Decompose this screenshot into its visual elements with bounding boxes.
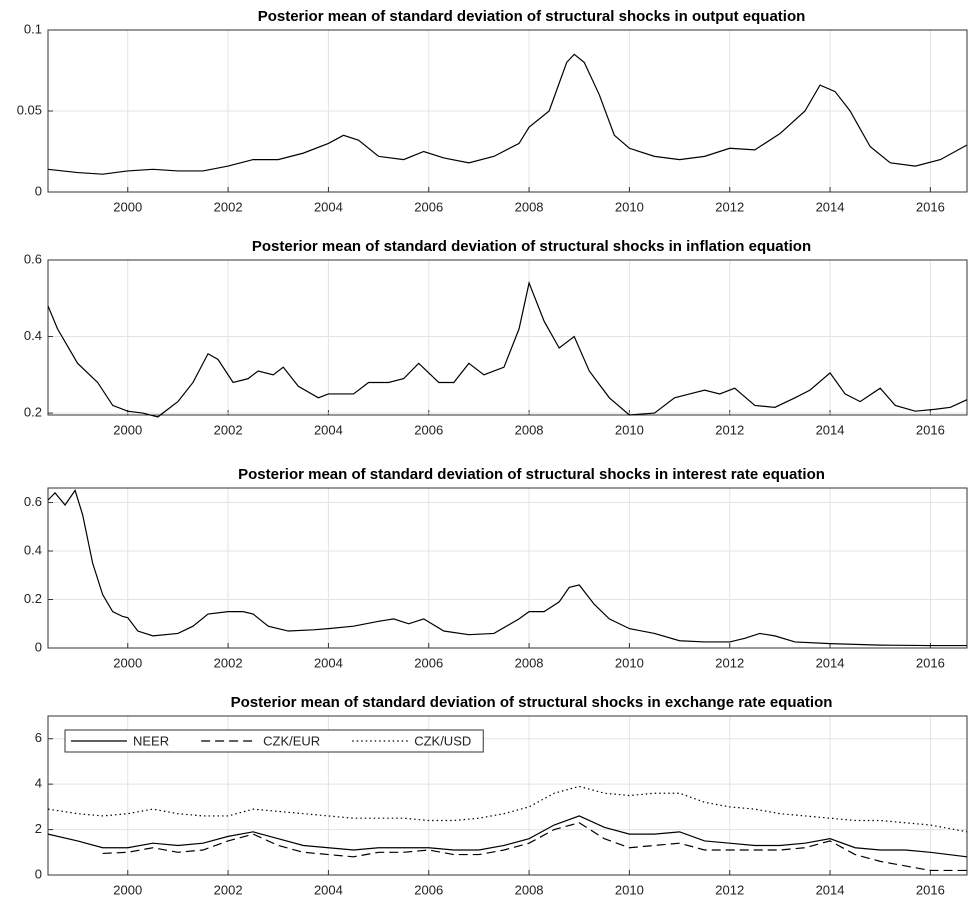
data-line — [47, 280, 968, 418]
legend-label: CZK/EUR — [263, 733, 320, 748]
x-tick-label: 2008 — [515, 882, 544, 897]
x-tick-label: 2012 — [715, 199, 744, 214]
chart-title: Posterior mean of standard deviation of … — [231, 694, 833, 711]
x-tick-label: 2004 — [314, 882, 343, 897]
y-tick-label: 0.6 — [24, 494, 42, 509]
data-line — [47, 489, 967, 647]
y-tick-label: 0.1 — [24, 21, 42, 36]
panel: Posterior mean of standard deviation of … — [24, 466, 968, 670]
x-tick-label: 2010 — [615, 882, 644, 897]
x-tick-label: 2006 — [414, 199, 443, 214]
legend-label: CZK/USD — [414, 733, 471, 748]
panel: Posterior mean of standard deviation of … — [35, 694, 968, 897]
chart-title: Posterior mean of standard deviation of … — [252, 238, 811, 255]
x-tick-label: 2008 — [515, 199, 544, 214]
data-line — [47, 53, 968, 175]
y-tick-label: 0.2 — [24, 405, 42, 420]
x-tick-label: 2016 — [916, 882, 945, 897]
x-tick-label: 2002 — [214, 655, 243, 670]
x-tick-label: 2004 — [314, 655, 343, 670]
x-tick-label: 2012 — [715, 655, 744, 670]
x-tick-label: 2002 — [214, 422, 243, 437]
x-tick-label: 2010 — [615, 422, 644, 437]
x-tick-label: 2000 — [113, 422, 142, 437]
y-tick-label: 0.4 — [24, 328, 42, 343]
plot-frame — [47, 715, 968, 876]
y-tick-label: 0 — [35, 639, 42, 654]
x-tick-label: 2016 — [916, 422, 945, 437]
x-tick-label: 2010 — [615, 655, 644, 670]
x-tick-label: 2000 — [113, 655, 142, 670]
x-tick-label: 2014 — [816, 422, 845, 437]
x-tick-label: 2012 — [715, 882, 744, 897]
legend: NEER CZK/EUR CZK/USD — [64, 729, 484, 753]
x-tick-label: 2010 — [615, 199, 644, 214]
x-tick-label: 2008 — [515, 422, 544, 437]
plot-frame — [47, 259, 968, 416]
x-tick-label: 2006 — [414, 882, 443, 897]
x-tick-label: 2008 — [515, 655, 544, 670]
y-tick-label: 0 — [35, 183, 42, 198]
legend-label: NEER — [133, 733, 169, 748]
x-tick-label: 2002 — [214, 199, 243, 214]
y-tick-label: 0.6 — [24, 251, 42, 266]
x-tick-label: 2006 — [414, 655, 443, 670]
legend-frame — [64, 729, 484, 753]
data-line — [47, 785, 968, 833]
y-tick-label: 4 — [35, 776, 42, 791]
x-tick-label: 2016 — [916, 655, 945, 670]
y-tick-label: 0.2 — [24, 591, 42, 606]
plot-frame — [47, 29, 968, 193]
x-tick-label: 2000 — [113, 882, 142, 897]
plot-frame — [47, 487, 968, 649]
data-line — [47, 815, 968, 858]
chart-title: Posterior mean of standard deviation of … — [258, 8, 806, 25]
x-tick-label: 2004 — [314, 422, 343, 437]
x-tick-label: 2012 — [715, 422, 744, 437]
x-tick-label: 2000 — [113, 199, 142, 214]
x-tick-label: 2014 — [816, 882, 845, 897]
panel: Posterior mean of standard deviation of … — [17, 8, 968, 214]
chart-title: Posterior mean of standard deviation of … — [238, 466, 825, 483]
x-tick-label: 2004 — [314, 199, 343, 214]
y-tick-label: 0.4 — [24, 542, 42, 557]
y-tick-label: 0.05 — [17, 102, 42, 117]
x-tick-label: 2016 — [916, 199, 945, 214]
x-tick-label: 2014 — [816, 655, 845, 670]
x-tick-label: 2014 — [816, 199, 845, 214]
y-tick-label: 6 — [35, 730, 42, 745]
x-tick-label: 2006 — [414, 422, 443, 437]
data-line — [102, 822, 967, 872]
y-tick-label: 0 — [35, 866, 42, 881]
y-tick-label: 2 — [35, 821, 42, 836]
x-tick-label: 2002 — [214, 882, 243, 897]
panel: Posterior mean of standard deviation of … — [24, 238, 968, 437]
